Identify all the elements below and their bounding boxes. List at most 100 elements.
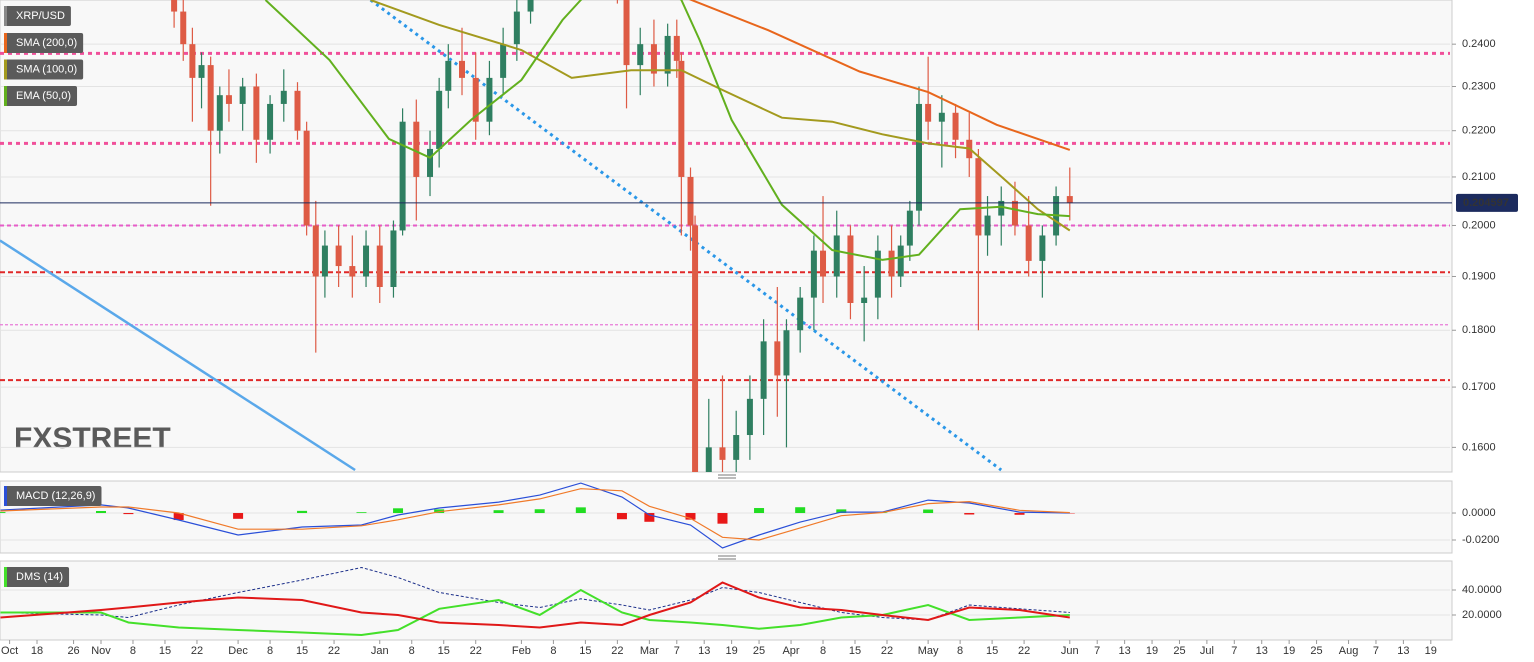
histogram-bar — [297, 510, 308, 514]
x-tick-label: Jan — [371, 645, 389, 657]
legend-box — [4, 567, 70, 587]
y-tick-label: 0.1600 — [1462, 441, 1496, 453]
candle-body — [664, 35, 671, 74]
x-tick-label: 19 — [1425, 645, 1437, 657]
x-tick-label: 15 — [159, 645, 171, 657]
y-tick-label: -0.0200 — [1462, 534, 1499, 546]
x-tick-label: 19 — [1146, 645, 1158, 657]
candle-body — [267, 103, 274, 140]
candle-body — [216, 95, 223, 131]
histogram-bar — [964, 513, 975, 515]
histogram-bar — [836, 509, 847, 514]
candle-body — [225, 95, 232, 104]
legend-label: XRP/USD — [16, 10, 65, 22]
candle-body — [472, 77, 479, 122]
histogram-bar — [795, 507, 806, 514]
x-tick-label: 22 — [470, 645, 482, 657]
legend-swatch — [4, 486, 7, 506]
candle-body — [810, 250, 817, 298]
candle-body — [459, 60, 466, 78]
x-tick-label: 15 — [849, 645, 861, 657]
moving-average — [264, 0, 1070, 261]
x-tick-label: Apr — [782, 645, 799, 657]
x-tick-label: Dec — [228, 645, 248, 657]
y-tick-label: 0.2100 — [1462, 171, 1496, 183]
candle-body — [500, 44, 507, 78]
candle-body — [705, 447, 712, 472]
legend-label: SMA (200,0) — [16, 37, 77, 49]
candle-body — [399, 121, 406, 231]
trend-line — [369, 0, 1003, 472]
legend-box — [4, 33, 84, 53]
candle-body — [906, 210, 913, 246]
x-tick-label: 8 — [820, 645, 826, 657]
plot-area — [0, 0, 1450, 472]
x-tick-label: 26 — [67, 645, 79, 657]
legend-swatch — [4, 567, 7, 587]
candle-body — [349, 266, 356, 277]
histogram-bar — [0, 512, 6, 514]
x-tick-label: 8 — [267, 645, 273, 657]
candle-body — [280, 90, 287, 104]
x-tick-label: 8 — [957, 645, 963, 657]
y-tick-label: 0.2300 — [1462, 80, 1496, 92]
candle-body — [253, 86, 260, 140]
histogram-bar — [493, 510, 504, 514]
x-tick-label: 22 — [328, 645, 340, 657]
indicator-line — [0, 588, 1070, 637]
plot-area — [0, 566, 1450, 637]
candle-body — [427, 148, 434, 177]
x-tick-label: 18 — [31, 645, 43, 657]
histogram-bar — [393, 508, 404, 514]
candle-body — [486, 77, 493, 122]
x-tick-label: Aug — [1339, 645, 1359, 657]
legend-box — [4, 6, 71, 26]
x-tick-label: 8 — [409, 645, 415, 657]
legend-box — [4, 86, 78, 106]
x-tick-label: 22 — [881, 645, 893, 657]
candle-body — [198, 65, 205, 78]
x-tick-label: 22 — [1018, 645, 1030, 657]
histogram-bar — [923, 509, 934, 514]
candle-body — [189, 44, 196, 78]
x-tick-label: Jun — [1061, 645, 1079, 657]
histogram-bar — [644, 513, 655, 522]
candle-body — [719, 447, 726, 460]
x-tick-label: 25 — [1173, 645, 1185, 657]
candle-body — [925, 103, 932, 122]
x-tick-label: 19 — [726, 645, 738, 657]
x-tick-label: 8 — [130, 645, 136, 657]
candle-body — [1039, 235, 1046, 261]
legend-label: SMA (100,0) — [16, 63, 77, 75]
histogram-bar — [685, 513, 696, 520]
x-tick-label: Nov — [91, 645, 111, 657]
candle-body — [673, 35, 680, 61]
candle-body — [984, 215, 991, 236]
candle-body — [637, 44, 644, 66]
candle-body — [678, 60, 685, 177]
x-tick-label: 8 — [550, 645, 556, 657]
watermark: FXSTREET — [14, 422, 171, 455]
histogram-bar — [575, 507, 586, 514]
candle-body — [820, 250, 827, 277]
histogram-bar — [1014, 513, 1025, 515]
candle-body — [303, 130, 310, 226]
candle-body — [998, 200, 1005, 216]
candle-body — [171, 0, 178, 12]
x-tick-label: 13 — [1119, 645, 1131, 657]
candle-body — [650, 44, 657, 74]
legend-box — [4, 486, 102, 506]
histogram-bar — [95, 510, 106, 514]
histogram-bar — [356, 512, 367, 514]
x-tick-label: Mar — [640, 645, 659, 657]
candle-body — [390, 230, 397, 288]
x-tick-label: Oct — [1, 645, 18, 657]
legend-label: MACD (12,26,9) — [16, 490, 95, 502]
candle-body — [733, 435, 740, 460]
last-price-label: 0.204597 — [1463, 197, 1509, 209]
x-tick-label: 15 — [986, 645, 998, 657]
candle-body — [312, 225, 319, 277]
x-tick-label: 22 — [191, 645, 203, 657]
x-tick-label: 7 — [1373, 645, 1379, 657]
legend-swatch — [4, 6, 7, 26]
